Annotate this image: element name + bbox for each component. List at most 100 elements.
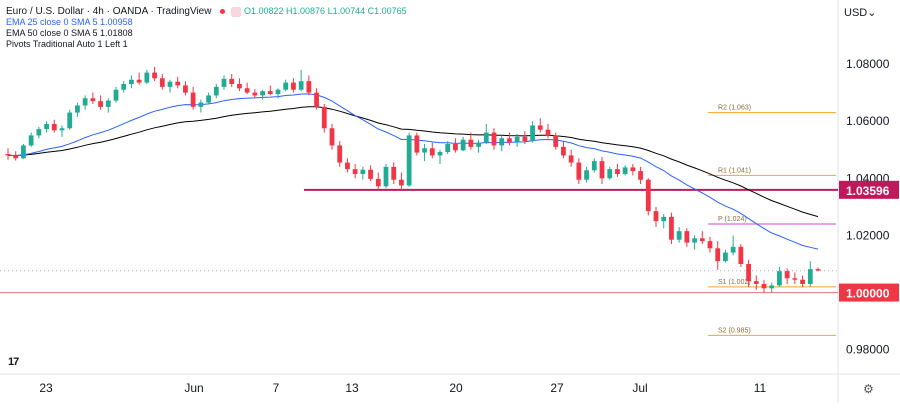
pivot-label: S1 (1.002)	[718, 279, 751, 286]
time-tick-label: 13	[345, 381, 359, 395]
candle-body	[437, 152, 443, 156]
candle-body	[129, 79, 134, 84]
candle-body	[584, 170, 589, 180]
price-tick-label: 1.02000	[846, 228, 890, 242]
parity-price-badge-bg	[839, 283, 899, 302]
candle-body	[591, 161, 597, 171]
candle-body	[136, 79, 142, 83]
candle-body	[36, 129, 42, 136]
candle-body	[522, 136, 528, 142]
time-tick-label: 27	[550, 381, 564, 395]
candle-body	[707, 241, 713, 249]
candle-body	[175, 81, 181, 86]
candle-body	[422, 148, 427, 153]
candle-body	[545, 129, 551, 136]
candle-body	[499, 138, 505, 146]
candle-body	[144, 72, 150, 83]
candle-body	[622, 167, 628, 174]
candle-body	[229, 78, 235, 84]
candle-body	[429, 148, 435, 156]
pivot-label: R1 (1.041)	[718, 167, 751, 174]
candle-body	[576, 162, 582, 180]
legend-pivots[interactable]: Pivots Traditional Auto 1 Left 1	[6, 39, 128, 49]
candle-body	[352, 169, 358, 174]
status-dot-icon	[219, 9, 225, 15]
ema50-line	[7, 106, 819, 218]
candle-body	[676, 231, 682, 240]
candle-body	[807, 269, 813, 284]
candle-body	[800, 279, 805, 284]
candle-body	[730, 246, 736, 253]
candle-body	[406, 135, 412, 186]
candle-body	[190, 92, 196, 107]
candle-body	[414, 135, 420, 153]
market-status-icon[interactable]	[231, 6, 242, 17]
candle-body	[306, 81, 312, 93]
candle-body	[568, 155, 574, 163]
candle-body	[599, 161, 605, 179]
candle-body	[206, 95, 211, 103]
chevron-down-icon: ⌄	[867, 7, 877, 19]
candle-body	[321, 106, 327, 129]
candle-body	[368, 169, 373, 179]
candle-body	[468, 139, 474, 147]
candle-body	[283, 82, 289, 90]
candle-body	[360, 169, 366, 174]
legend-ema25[interactable]: EMA 25 close 0 SMA 5 1.00958	[6, 17, 133, 27]
candle-body	[28, 135, 34, 146]
candle-body	[483, 132, 489, 143]
candle-body	[21, 145, 26, 159]
candle-body	[445, 144, 451, 152]
symbol-title: Euro / U.S. Dollar · 4h · OANDA · Tradin…	[6, 6, 212, 17]
candle-body	[59, 128, 65, 131]
candle-body	[75, 105, 80, 113]
candle-body	[699, 238, 705, 242]
time-tick-label: 23	[39, 381, 53, 395]
price-tick-label: 1.06000	[846, 114, 890, 128]
candle-body	[167, 81, 173, 87]
candle-body	[476, 142, 481, 147]
candle-body	[329, 128, 335, 146]
tradingview-logo-icon[interactable]: 17	[8, 356, 19, 368]
candle-body	[152, 72, 157, 79]
candle-body	[607, 169, 613, 179]
settings-gear-icon[interactable]: ⚙	[863, 382, 874, 396]
legend-ema50[interactable]: EMA 50 close 0 SMA 5 1.01808	[6, 28, 133, 38]
candle-body	[375, 178, 381, 187]
candle-body	[661, 216, 667, 222]
candle-body	[746, 264, 751, 282]
candle-body	[777, 271, 782, 286]
candle-body	[399, 179, 404, 186]
candle-body	[460, 139, 466, 151]
candle-body	[630, 167, 636, 172]
candle-body	[645, 179, 651, 212]
candle-body	[221, 78, 227, 87]
candle-body	[291, 82, 296, 90]
candle-body	[159, 78, 165, 87]
price-tick-label: 1.08000	[846, 57, 890, 71]
candle-body	[13, 155, 19, 159]
candle-body	[738, 246, 744, 264]
candle-body	[113, 89, 119, 101]
candle-body	[314, 92, 319, 107]
candle-body	[5, 154, 11, 156]
candle-body	[653, 211, 659, 222]
candle-body	[298, 81, 304, 90]
candle-body	[792, 278, 798, 280]
candle-body	[337, 145, 343, 163]
candle-body	[537, 125, 543, 130]
candle-body	[391, 166, 397, 180]
candle-body	[491, 132, 497, 146]
chart-legend: Euro / U.S. Dollar · 4h · OANDA · Tradin…	[6, 6, 407, 50]
candle-body	[761, 284, 767, 289]
candle-body	[684, 231, 690, 243]
candle-body	[44, 124, 49, 130]
candle-body	[260, 91, 265, 96]
candle-body	[383, 166, 389, 187]
currency-selector[interactable]: USD⌄	[844, 6, 876, 19]
ohlc-values: O1.00822 H1.00876 L1.00744 C1.00765	[244, 6, 407, 16]
hline-price-badge-bg	[839, 180, 899, 199]
time-tick-label: 7	[273, 381, 280, 395]
